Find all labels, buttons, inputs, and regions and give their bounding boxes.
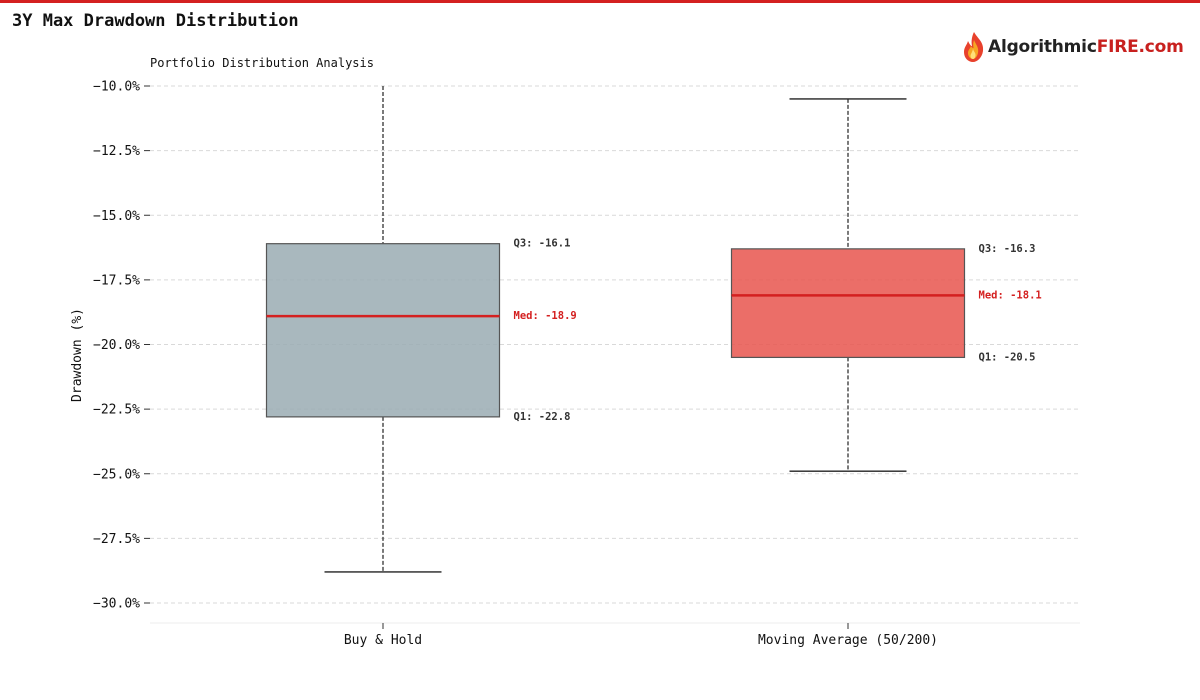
y-tick-label: −27.5% bbox=[93, 532, 140, 547]
y-tick-label: −15.0% bbox=[93, 209, 140, 224]
q1-label: Q1: -20.5 bbox=[979, 351, 1036, 363]
x-tick-label: Buy & Hold bbox=[344, 633, 422, 648]
logo-text-dark: Algorithmic bbox=[988, 37, 1097, 57]
q3-label: Q3: -16.3 bbox=[979, 243, 1036, 255]
top-accent-bar bbox=[0, 0, 1200, 3]
brand-logo: AlgorithmicFIRE.com bbox=[960, 30, 1184, 64]
iqr-box bbox=[730, 248, 966, 359]
x-tick-label: Moving Average (50/200) bbox=[758, 633, 938, 648]
median-label: Med: -18.1 bbox=[979, 289, 1042, 301]
q1-label: Q1: -22.8 bbox=[514, 411, 571, 423]
y-tick-label: −30.0% bbox=[93, 597, 140, 612]
box-layer: Q3: -16.1 Med: -18.9 Q1: -22.8 Q3: -16.3 Med… bbox=[265, 86, 1042, 573]
logo-text: AlgorithmicFIRE.com bbox=[988, 37, 1184, 57]
y-tick-label: −22.5% bbox=[93, 403, 140, 418]
page-title: 3Y Max Drawdown Distribution bbox=[12, 11, 299, 31]
box-group: Q3: -16.3 Med: -18.1 Q1: -20.5 bbox=[730, 98, 1042, 472]
logo-text-red: FIRE.com bbox=[1096, 37, 1184, 57]
y-tick-label: −17.5% bbox=[93, 273, 140, 288]
iqr-box bbox=[265, 243, 501, 418]
y-axis-label: Drawdown (%) bbox=[70, 308, 85, 402]
median-label: Med: -18.9 bbox=[514, 310, 577, 322]
chart-title: Portfolio Distribution Analysis bbox=[150, 56, 374, 70]
y-tick-label: −25.0% bbox=[93, 467, 140, 482]
axis-layer: −10.0% −12.5% −15.0% −17.5% −20.0% −22.5% −25.… bbox=[93, 80, 1080, 648]
box-group: Q3: -16.1 Med: -18.9 Q1: -22.8 bbox=[265, 86, 577, 573]
flame-icon bbox=[964, 32, 984, 62]
y-tick-label: −20.0% bbox=[93, 338, 140, 353]
q3-label: Q3: -16.1 bbox=[514, 238, 571, 250]
y-tick-label: −10.0% bbox=[93, 80, 140, 95]
y-tick-label: −12.5% bbox=[93, 144, 140, 159]
